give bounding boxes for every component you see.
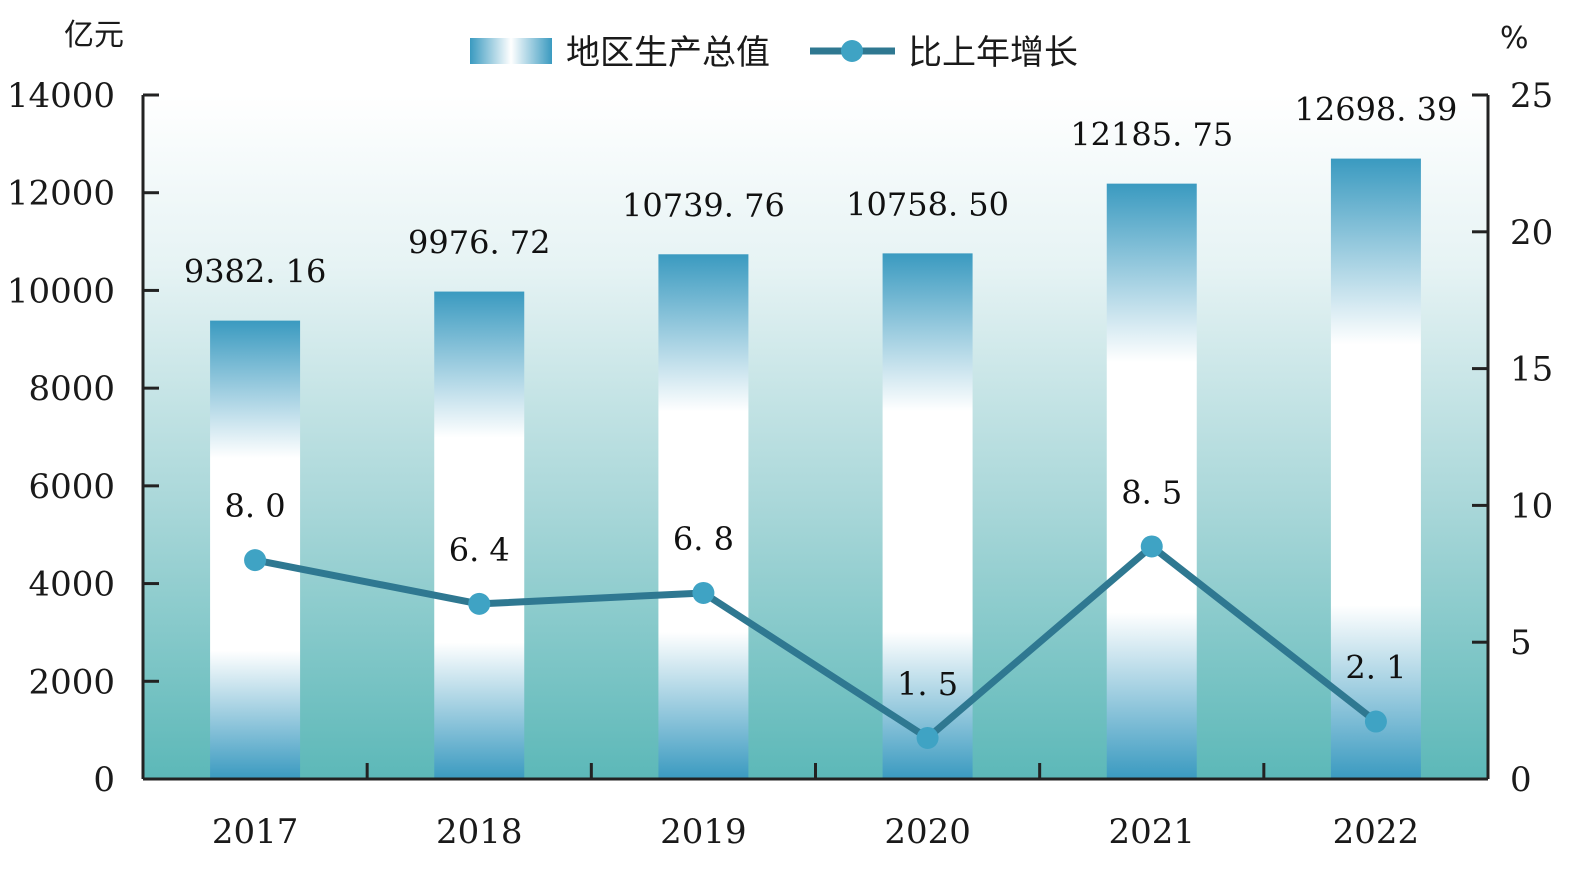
growth-value-label-2022: 2. 1 — [1345, 649, 1406, 687]
x-tick-label-2020: 2020 — [884, 812, 971, 852]
x-tick-label-2017: 2017 — [212, 812, 299, 852]
bar-value-label-2022: 12698. 39 — [1294, 91, 1457, 129]
plot-background — [143, 95, 1488, 779]
axes-layer: 0 2000 4000 6000 8000 10000 12000 14000 0 5 10 15 20… — [7, 76, 1553, 852]
x-tick-label-2022: 2022 — [1333, 812, 1420, 852]
bar-2020 — [882, 253, 973, 779]
right-axis-unit: % — [1500, 21, 1529, 56]
growth-point-2019 — [692, 581, 715, 604]
right-tick-label-25: 25 — [1510, 76, 1553, 116]
bars-layer — [210, 158, 1421, 780]
bar-2019 — [658, 254, 749, 779]
legend: 地区生产总值 比上年增长 — [470, 33, 1078, 73]
bar-2021 — [1106, 183, 1197, 780]
legend-bar-swatch — [470, 38, 552, 64]
left-tick-label-12000: 12000 — [7, 174, 115, 214]
left-tick-label-8000: 8000 — [28, 369, 115, 409]
growth-point-2022 — [1364, 710, 1387, 733]
line-layer — [244, 535, 1387, 749]
x-tick-label-2018: 2018 — [436, 812, 523, 852]
bar-2022 — [1330, 158, 1421, 779]
bar-value-label-2018: 9976. 72 — [408, 224, 551, 262]
right-tick-label-20: 20 — [1510, 213, 1553, 253]
bar-2018 — [434, 291, 525, 779]
growth-point-2021 — [1140, 535, 1163, 558]
legend-line-label: 比上年增长 — [908, 33, 1078, 73]
right-tick-label-10: 10 — [1510, 486, 1553, 526]
left-tick-label-0: 0 — [93, 760, 115, 800]
legend-bar-label: 地区生产总值 — [566, 33, 770, 73]
bar-value-label-2021: 12185. 75 — [1070, 116, 1233, 154]
left-tick-label-2000: 2000 — [28, 662, 115, 702]
left-tick-label-14000: 14000 — [7, 76, 115, 116]
growth-value-label-2019: 6. 8 — [673, 520, 734, 558]
growth-value-label-2017: 8. 0 — [225, 487, 286, 525]
right-tick-label-0: 0 — [1510, 760, 1532, 800]
x-tick-label-2021: 2021 — [1108, 812, 1195, 852]
bar-value-label-2019: 10739. 76 — [622, 186, 785, 224]
left-axis-unit: 亿元 — [64, 18, 124, 53]
growth-line — [254, 542, 1379, 742]
left-tick-label-4000: 4000 — [28, 565, 115, 605]
growth-value-label-2020: 1. 5 — [897, 665, 958, 703]
left-tick-label-10000: 10000 — [7, 271, 115, 311]
right-tick-label-15: 15 — [1510, 350, 1553, 390]
left-tick-label-6000: 6000 — [28, 467, 115, 507]
growth-point-2020 — [916, 726, 939, 749]
bar-value-label-2017: 9382. 16 — [184, 253, 327, 291]
growth-point-2018 — [468, 592, 491, 615]
growth-value-label-2018: 6. 4 — [449, 531, 510, 569]
labels-layer: 9382. 16 9976. 72 10739. 76 10758. 50 12185.… — [184, 91, 1458, 703]
growth-value-label-2021: 8. 5 — [1121, 473, 1182, 511]
growth-point-2017 — [244, 549, 267, 572]
right-tick-label-5: 5 — [1510, 623, 1532, 663]
bar-value-label-2020: 10758. 50 — [846, 185, 1009, 223]
legend-line-marker — [841, 40, 863, 62]
x-tick-label-2019: 2019 — [660, 812, 747, 852]
